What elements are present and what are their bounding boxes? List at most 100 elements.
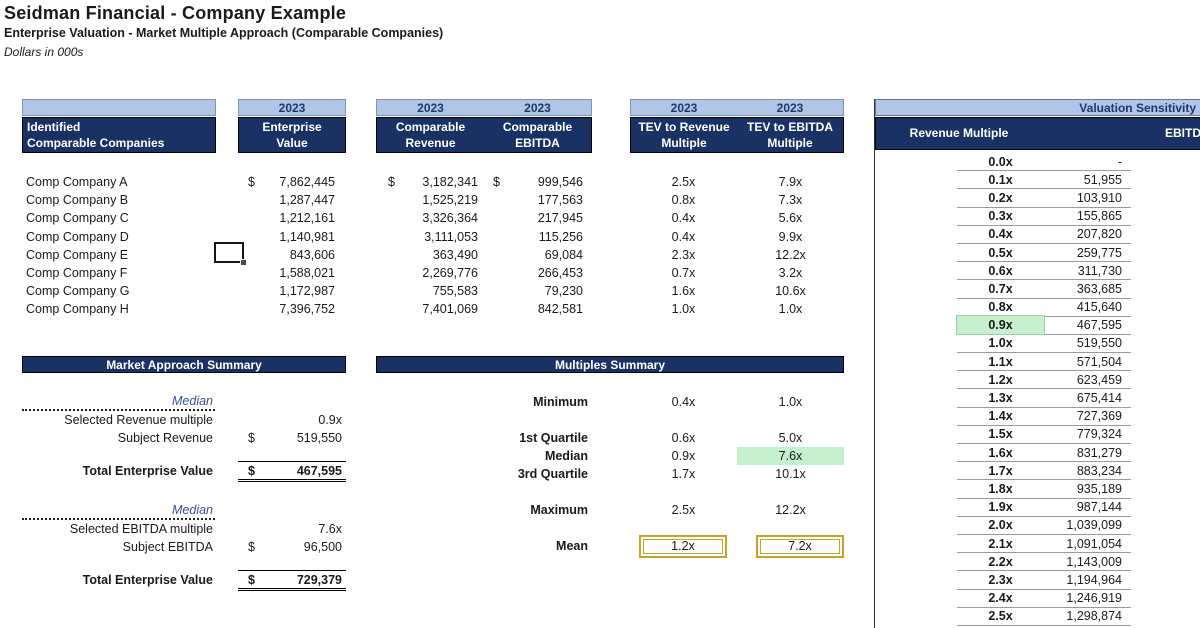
company-name-cell[interactable]: Comp Company E bbox=[26, 247, 129, 262]
multiple-cell[interactable]: 0.8x bbox=[988, 300, 1013, 315]
maximum-row: Maximum 2.5x 12.2x bbox=[376, 501, 844, 519]
tev-revenue-multiple-cell[interactable]: 2.5x bbox=[671, 175, 696, 190]
row-label: Total Enterprise Value bbox=[82, 464, 213, 478]
tev-ebitda-multiple-cell[interactable]: 7.3x bbox=[778, 193, 803, 208]
comparable-ebitda-cell[interactable]: 79,230 bbox=[484, 284, 592, 298]
multiple-cell[interactable]: 2.2x bbox=[988, 554, 1013, 569]
tev-revenue-multiple-cell[interactable]: 0.7x bbox=[671, 266, 696, 281]
multiple-cell[interactable]: 1.4x bbox=[988, 409, 1013, 424]
cell-selection-cursor[interactable] bbox=[214, 242, 247, 266]
comparable-ebitda-cell[interactable]: 842,581 bbox=[484, 302, 592, 316]
company-name-cell[interactable]: Comp Company G bbox=[26, 284, 130, 299]
selected-revenue-multiple-cell[interactable]: 0.9x bbox=[318, 413, 342, 427]
tev-ebitda-multiple-cell[interactable]: 5.6x bbox=[778, 211, 803, 226]
company-name-cell[interactable]: Comp Company F bbox=[26, 266, 128, 281]
tev-revenue-multiple-cell[interactable]: 0.4x bbox=[671, 229, 696, 244]
tev-revenue-multiple-cell[interactable]: 2.3x bbox=[671, 247, 696, 262]
multiple-cell[interactable]: 0.9x bbox=[956, 315, 1045, 336]
comparable-ebitda-cell[interactable]: 217,945 bbox=[484, 211, 592, 225]
multiple-cell[interactable]: 1.7x bbox=[988, 463, 1013, 478]
table-row: Comp Company C 1,212,161 3,326,364 217,9… bbox=[22, 209, 844, 227]
comparable-ebitda-cell[interactable]: $ 999,546 bbox=[484, 175, 592, 189]
tev-ebitda-multiple-cell[interactable]: 7.9x bbox=[778, 175, 803, 190]
enterprise-value-cell[interactable]: 1,287,447 bbox=[238, 193, 346, 207]
subject-revenue-cell[interactable]: $ 519,550 bbox=[238, 431, 346, 445]
multiple-cell[interactable]: 1.3x bbox=[988, 391, 1013, 406]
multiple-cell[interactable]: 0.4x bbox=[988, 227, 1013, 242]
comparable-ebitda: 842,581 bbox=[537, 302, 583, 317]
multiple-cell[interactable]: 1.8x bbox=[988, 481, 1013, 496]
enterprise-value-cell[interactable]: 7,396,752 bbox=[238, 302, 346, 316]
enterprise-value-cell[interactable]: 1,140,981 bbox=[238, 230, 346, 244]
multiple-cell[interactable]: 0.2x bbox=[988, 190, 1013, 205]
comparable-revenue-cell[interactable]: 2,269,776 bbox=[376, 266, 484, 280]
tev-ebitda-multiple-cell[interactable]: 12.2x bbox=[775, 247, 806, 262]
multiple-cell[interactable]: 1.5x bbox=[988, 427, 1013, 442]
tev-ebitda-multiple-cell[interactable]: 1.0x bbox=[778, 302, 803, 317]
tev-revenue-multiple-cell[interactable]: 1.0x bbox=[671, 302, 696, 317]
multiple-cell[interactable]: 2.3x bbox=[988, 572, 1013, 587]
value-cell: 1,091,054 bbox=[1066, 536, 1122, 551]
value-cell: 623,459 bbox=[1076, 372, 1122, 387]
mean-ebitda-multiple-input[interactable]: 7.2x bbox=[756, 534, 844, 558]
tev-ebitda-multiple-cell[interactable]: 3.2x bbox=[778, 266, 803, 281]
subject-ebitda-cell[interactable]: $ 96,500 bbox=[238, 540, 346, 554]
enterprise-value-cell[interactable]: 1,212,161 bbox=[238, 211, 346, 225]
comparable-ebitda: 115,256 bbox=[538, 229, 583, 244]
value-cell: 987,144 bbox=[1076, 500, 1122, 515]
currency-symbol: $ bbox=[248, 540, 255, 554]
total-enterprise-value: 729,379 bbox=[296, 572, 342, 587]
comparable-revenue: 1,525,219 bbox=[422, 193, 478, 208]
company-name-cell[interactable]: Comp Company B bbox=[26, 193, 129, 208]
tev-revenue-multiple-cell[interactable]: 0.8x bbox=[671, 193, 696, 208]
selected-ebitda-multiple-cell[interactable]: 7.6x bbox=[318, 522, 342, 536]
value-cell: 1,039,099 bbox=[1066, 518, 1122, 533]
fill-handle[interactable] bbox=[240, 259, 247, 266]
median-ebitda-multiple-highlighted[interactable]: 7.6x bbox=[737, 447, 844, 465]
enterprise-value-cell[interactable]: 1,172,987 bbox=[238, 284, 346, 298]
first-quartile-row: 1st Quartile 0.6x 5.0x bbox=[376, 429, 844, 447]
mean-revenue-multiple-input[interactable]: 1.2x bbox=[639, 534, 727, 558]
company-name-cell[interactable]: Comp Company C bbox=[26, 211, 129, 226]
tev-ebitda-multiple-cell[interactable]: 9.9x bbox=[778, 229, 803, 244]
enterprise-value-cell[interactable]: $ 7,862,445 bbox=[238, 175, 346, 189]
comparable-revenue-cell[interactable]: $ 3,182,341 bbox=[376, 175, 484, 189]
tev-revenue-multiple-cell[interactable]: 0.4x bbox=[671, 211, 696, 226]
multiple-cell[interactable]: 0.7x bbox=[988, 281, 1013, 296]
multiple-cell[interactable]: 0.0x bbox=[988, 154, 1013, 169]
multiple-cell[interactable]: 2.5x bbox=[988, 609, 1013, 624]
multiple-cell[interactable]: 2.1x bbox=[988, 536, 1013, 551]
comparable-ebitda-cell[interactable]: 266,453 bbox=[484, 266, 592, 280]
table-row: Comp Company F 1,588,021 2,269,776 266,4… bbox=[22, 264, 844, 282]
tev-revenue-multiple-cell[interactable]: 1.6x bbox=[671, 284, 696, 299]
comparable-revenue-cell[interactable]: 755,583 bbox=[376, 284, 484, 298]
company-name-cell[interactable]: Comp Company D bbox=[26, 229, 129, 244]
comparable-revenue-cell[interactable]: 363,490 bbox=[376, 248, 484, 262]
multiple-cell[interactable]: 0.5x bbox=[988, 245, 1013, 260]
multiple-cell[interactable]: 0.6x bbox=[988, 263, 1013, 278]
multiple-cell[interactable]: 1.0x bbox=[988, 336, 1013, 351]
comparable-ebitda-cell[interactable]: 69,084 bbox=[484, 248, 592, 262]
comparable-revenue-cell[interactable]: 3,111,053 bbox=[376, 230, 484, 244]
comparable-ebitda-cell[interactable]: 177,563 bbox=[484, 193, 592, 207]
multiple-cell[interactable]: 1.2x bbox=[988, 372, 1013, 387]
multiple-cell[interactable]: 2.4x bbox=[988, 591, 1013, 606]
total-enterprise-value-cell: $ 467,595 bbox=[238, 460, 346, 482]
enterprise-value-cell[interactable]: 843,606 bbox=[238, 248, 346, 262]
company-name-cell[interactable]: Comp Company H bbox=[26, 302, 129, 317]
multiple-cell[interactable]: 0.3x bbox=[988, 209, 1013, 224]
enterprise-value-cell[interactable]: 1,588,021 bbox=[238, 266, 346, 280]
comparable-revenue-cell[interactable]: 3,326,364 bbox=[376, 211, 484, 225]
comparable-revenue-cell[interactable]: 1,525,219 bbox=[376, 193, 484, 207]
comparable-ebitda-cell[interactable]: 115,256 bbox=[484, 230, 592, 244]
comparable-ebitda: 217,945 bbox=[537, 211, 583, 226]
multiple-cell[interactable]: 0.1x bbox=[988, 172, 1013, 187]
header-line: Revenue bbox=[405, 136, 456, 150]
company-name-cell[interactable]: Comp Company A bbox=[26, 175, 128, 190]
multiple-cell[interactable]: 1.6x bbox=[988, 445, 1013, 460]
comparable-revenue-cell[interactable]: 7,401,069 bbox=[376, 302, 484, 316]
tev-ebitda-multiple-cell[interactable]: 10.6x bbox=[775, 284, 806, 299]
multiple-cell[interactable]: 2.0x bbox=[988, 518, 1013, 533]
multiple-cell[interactable]: 1.9x bbox=[988, 500, 1013, 515]
multiple-cell[interactable]: 1.1x bbox=[988, 354, 1013, 369]
